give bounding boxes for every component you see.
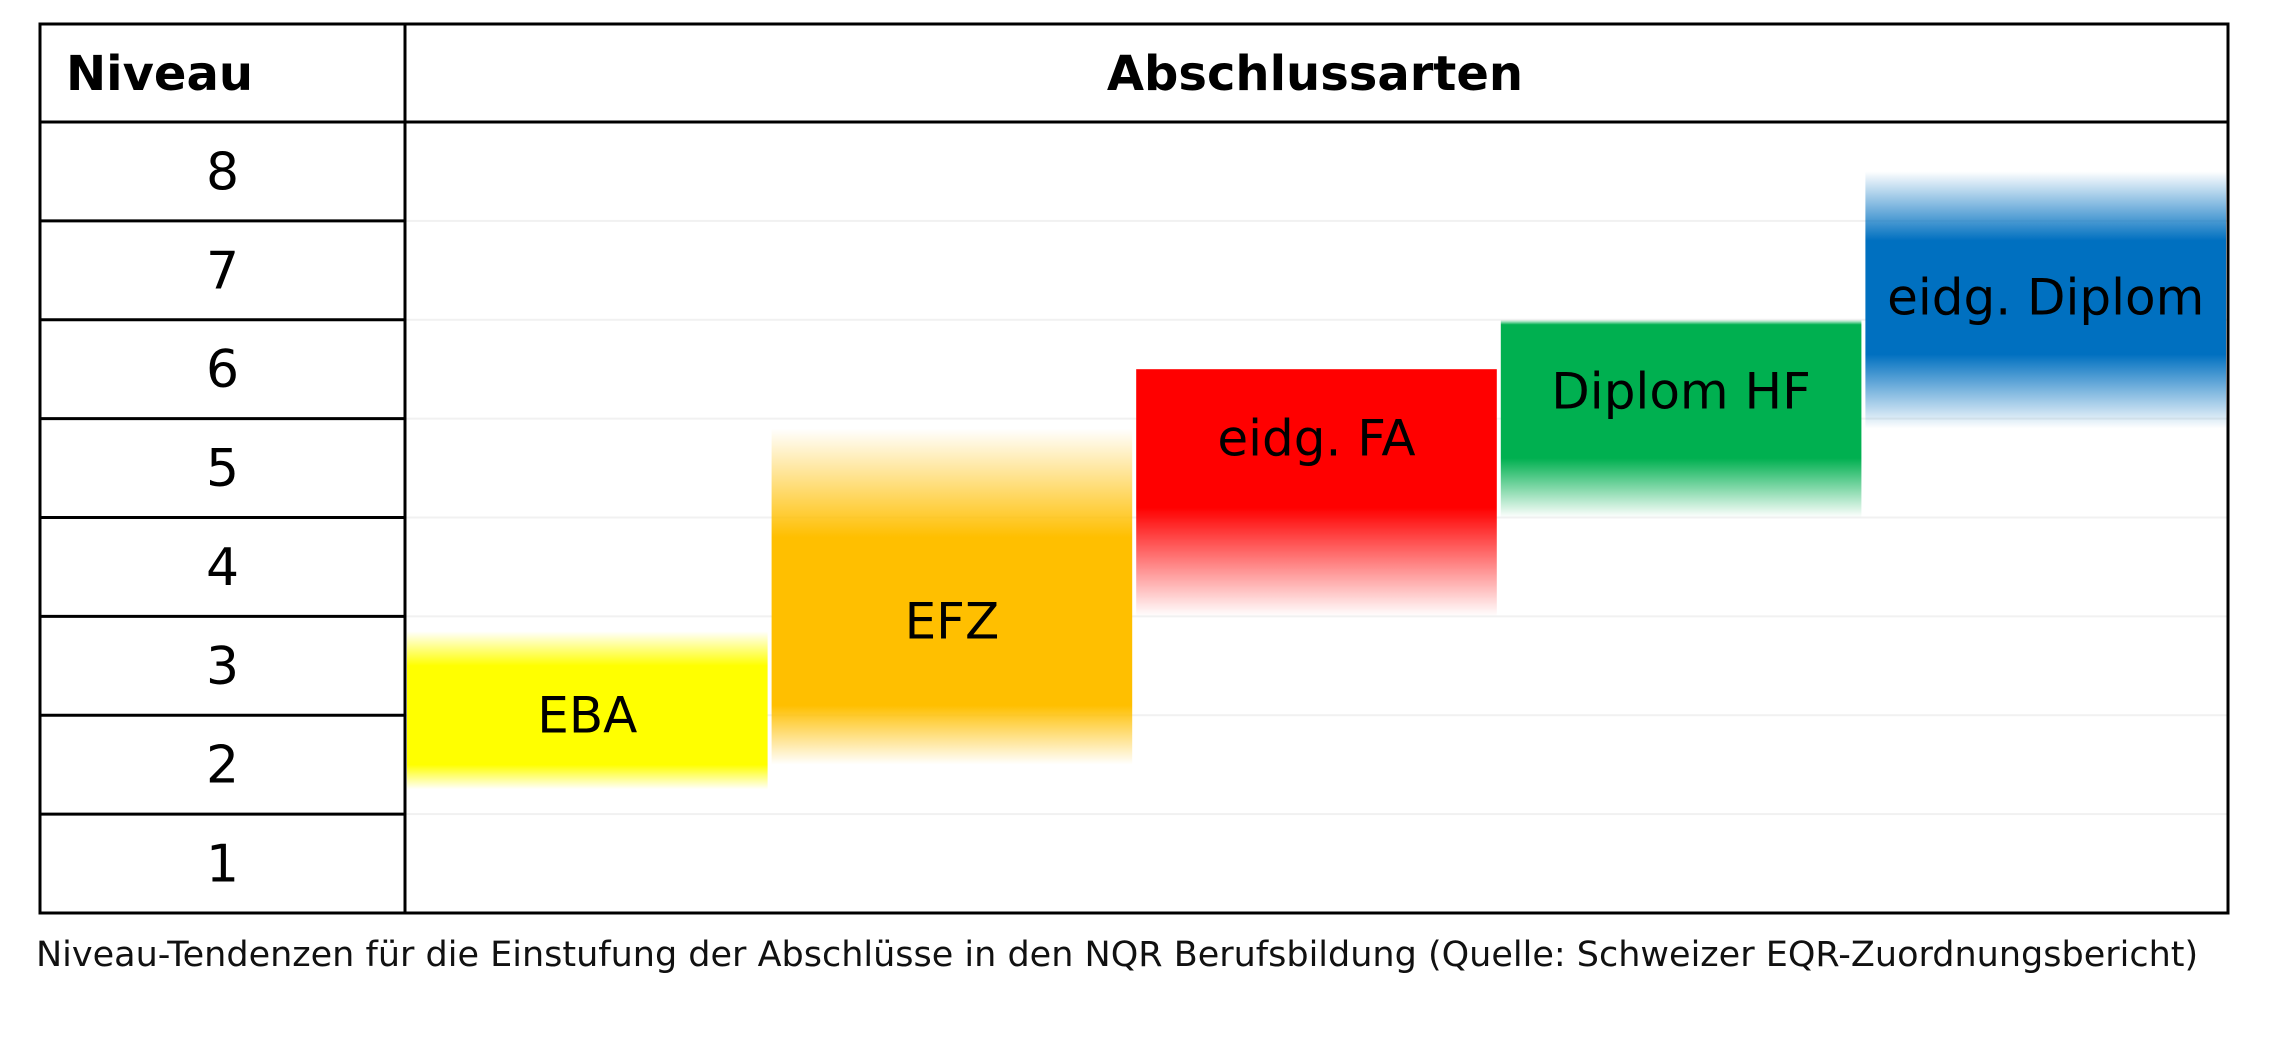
band-label: EBA [537,686,637,744]
level-labels: 8 7 6 5 4 3 2 1 [206,142,239,894]
level-number: 7 [206,241,239,301]
level-number: 4 [206,538,239,598]
level-number: 1 [206,835,239,895]
band-diplom-hf [1500,319,1862,518]
band-label: eidg. FA [1217,409,1415,467]
band-eidg-fa [1136,369,1497,617]
diagram-svg: EBA EFZ eidg. FA Diplom HF eidg. Diplom Nive… [38,22,2230,915]
band-efz [771,428,1133,765]
band-label: eidg. Diplom [1887,269,2204,327]
table-border [38,22,2230,915]
level-number: 2 [206,736,239,796]
bands-layer: EBA EFZ eidg. FA Diplom HF eidg. Diplom [407,171,2226,790]
band-label: EFZ [905,592,1000,650]
level-number: 5 [206,439,239,499]
band-eba [407,631,768,790]
header-level: Niveau [66,46,253,102]
band-eidg-diplom [1865,171,2226,429]
level-number: 3 [206,637,239,697]
header-types: Abschlussarten [1107,46,1523,102]
level-number: 6 [206,340,239,400]
table-frame [38,22,2230,915]
band-label: Diplom HF [1551,362,1811,420]
caption: Niveau-Tendenzen für die Einstufung der … [36,935,2199,975]
level-number: 8 [206,142,239,202]
